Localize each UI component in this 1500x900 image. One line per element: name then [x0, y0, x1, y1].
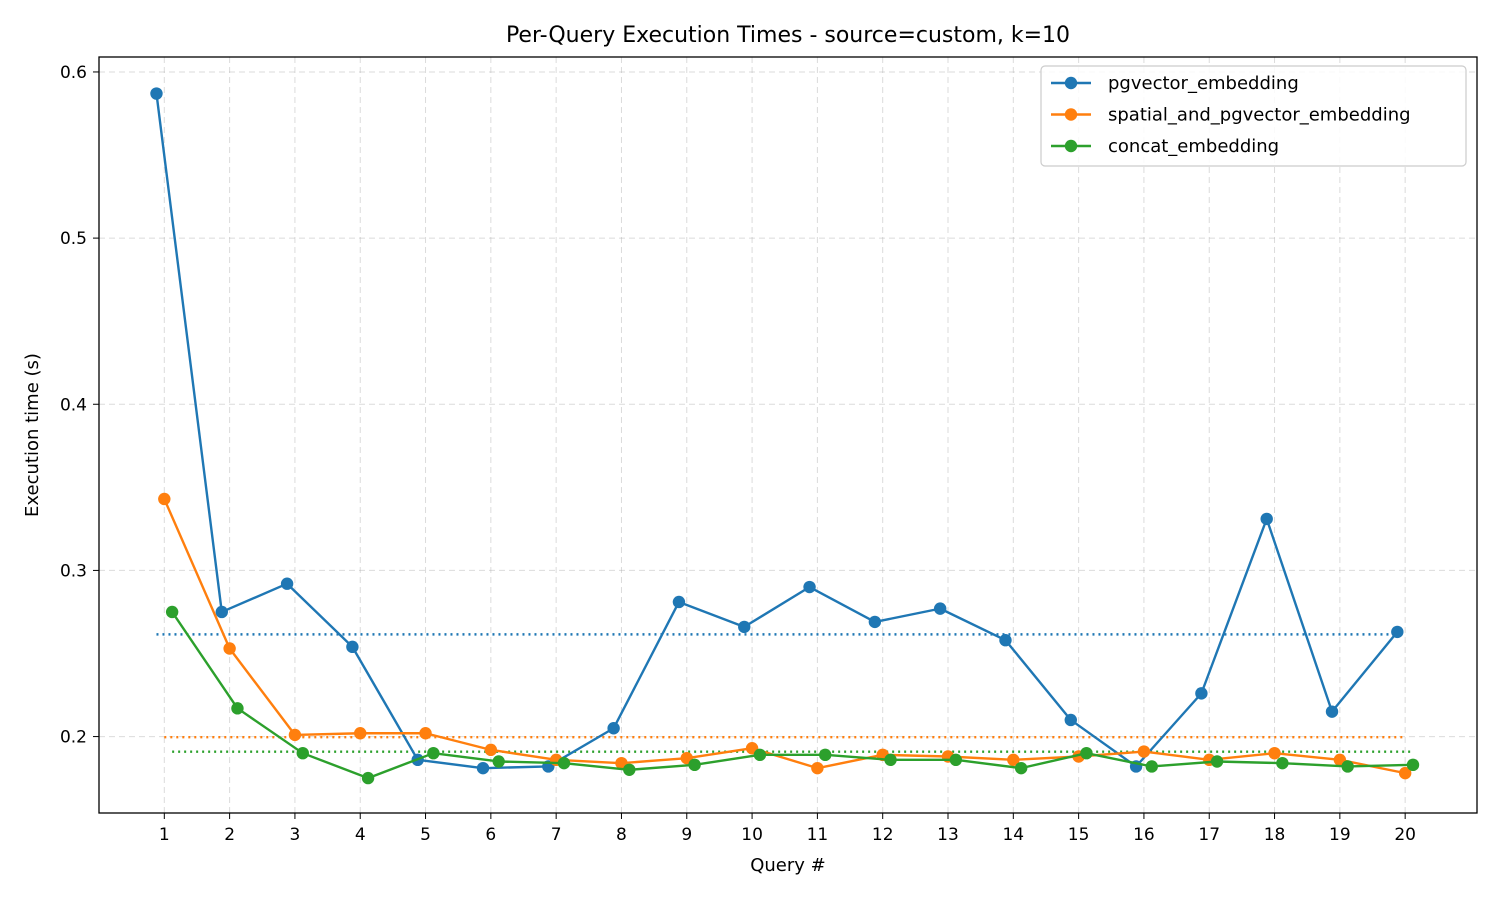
data-point-pgvector-embedding [1391, 625, 1404, 639]
data-point-pgvector-embedding [999, 634, 1012, 647]
data-point-spatial-and-pgvector-embedding [419, 727, 432, 740]
data-point-concat-embedding [231, 702, 244, 715]
data-point-concat-embedding [1145, 760, 1158, 773]
data-point-spatial-and-pgvector-embedding [354, 727, 367, 740]
data-point-pgvector-embedding [215, 605, 228, 619]
x-tick-label: 5 [420, 825, 431, 845]
data-point-pgvector-embedding [280, 577, 294, 590]
x-tick-label: 9 [681, 825, 692, 845]
data-point-pgvector-embedding [672, 595, 686, 609]
legend-marker-concat-embedding [1064, 139, 1078, 153]
data-point-concat-embedding [688, 758, 701, 772]
data-point-spatial-and-pgvector-embedding [223, 642, 236, 655]
y-tick-label: 0.3 [60, 561, 87, 581]
legend: pgvector_embedding spatial_and_pgvector_e… [1040, 65, 1467, 167]
y-tick-label: 0.4 [60, 395, 87, 415]
x-tick-label: 18 [1264, 825, 1286, 845]
x-tick-label: 1 [159, 825, 170, 845]
data-point-pgvector-embedding [1195, 687, 1208, 700]
data-point-pgvector-embedding [1064, 713, 1077, 727]
data-point-pgvector-embedding [476, 761, 490, 775]
y-axis: 0.2 0.3 0.4 0.5 0.6 [60, 63, 99, 748]
data-point-spatial-and-pgvector-embedding [1007, 753, 1020, 767]
data-point-concat-embedding [1341, 760, 1354, 773]
x-tick-label: 17 [1198, 825, 1220, 845]
y-tick-label: 0.2 [60, 728, 87, 748]
data-point-concat-embedding [1014, 761, 1028, 775]
legend-marker-pgvector-embedding [1064, 76, 1078, 90]
data-point-concat-embedding [492, 755, 505, 768]
x-tick-label: 3 [290, 825, 301, 845]
chart-title: Per-Query Execution Times - source=custo… [506, 23, 1070, 48]
x-tick-label: 13 [937, 825, 959, 845]
data-point-spatial-and-pgvector-embedding [484, 743, 498, 757]
data-point-concat-embedding [884, 753, 897, 767]
data-point-pgvector-embedding [868, 615, 882, 629]
plot-frame [98, 56, 1478, 814]
data-point-concat-embedding [427, 746, 440, 760]
data-point-pgvector-embedding [803, 580, 816, 594]
data-point-pgvector-embedding [607, 722, 620, 735]
legend-label-concat-embedding: concat_embedding [1108, 136, 1279, 157]
data-point-pgvector-embedding [1260, 512, 1273, 526]
grid-layer [99, 57, 1477, 813]
data-point-pgvector-embedding [1325, 705, 1339, 718]
data-point-concat-embedding [1080, 746, 1093, 760]
legend-label-spatial-and-pgvector-embedding: spatial_and_pgvector_embedding [1108, 105, 1411, 126]
data-point-spatial-and-pgvector-embedding [288, 728, 302, 742]
data-point-concat-embedding [949, 753, 963, 767]
data-point-pgvector-embedding [346, 640, 359, 654]
series-line-concat-embedding [171, 611, 1414, 780]
x-tick-label: 7 [551, 825, 562, 845]
x-tick-label: 6 [485, 825, 496, 845]
data-point-concat-embedding [623, 763, 636, 776]
x-tick-label: 19 [1329, 825, 1351, 845]
data-point-concat-embedding [1276, 756, 1289, 770]
x-tick-label: 11 [807, 825, 829, 845]
legend-label-pgvector-embedding: pgvector_embedding [1108, 73, 1299, 94]
x-tick-label: 10 [741, 825, 763, 845]
x-tick-label: 12 [872, 825, 894, 845]
y-axis-label: Execution time (s) [22, 353, 43, 517]
data-point-concat-embedding [296, 746, 309, 760]
x-tick-label: 20 [1394, 825, 1416, 845]
data-point-concat-embedding [361, 771, 375, 785]
x-tick-label: 2 [224, 825, 235, 845]
data-point-spatial-and-pgvector-embedding [158, 492, 171, 506]
data-point-concat-embedding [557, 756, 571, 770]
x-axis: 1 2 3 4 5 6 7 8 9 10 11 12 13 14 15 16 17 18 19 20 [159, 813, 1416, 845]
x-tick-label: 15 [1068, 825, 1090, 845]
data-point-spatial-and-pgvector-embedding [1268, 746, 1281, 760]
data-point-pgvector-embedding [150, 87, 163, 100]
data-point-concat-embedding [165, 605, 179, 619]
legend-marker-spatial-and-pgvector-embedding [1064, 108, 1078, 121]
data-point-concat-embedding [753, 748, 767, 762]
data-point-concat-embedding [1406, 758, 1420, 772]
data-point-spatial-and-pgvector-embedding [811, 761, 824, 775]
x-tick-label: 4 [355, 825, 366, 845]
series-line-spatial-and-pgvector-embedding [163, 498, 1406, 775]
data-point-spatial-and-pgvector-embedding [1398, 766, 1412, 780]
y-tick-label: 0.6 [60, 63, 87, 83]
data-point-pgvector-embedding [738, 620, 751, 634]
x-tick-label: 8 [616, 825, 627, 845]
data-point-spatial-and-pgvector-embedding [1137, 745, 1151, 758]
x-tick-label: 14 [1002, 825, 1024, 845]
series-layer [150, 87, 1420, 785]
data-point-concat-embedding [819, 748, 832, 762]
legend-box [1040, 65, 1467, 167]
series-line-pgvector-embedding [155, 93, 1399, 770]
x-tick-label: 16 [1133, 825, 1155, 845]
x-axis-label: Query # [750, 855, 826, 876]
y-tick-label: 0.5 [60, 229, 87, 249]
data-point-concat-embedding [1210, 755, 1224, 768]
data-point-pgvector-embedding [933, 602, 947, 615]
